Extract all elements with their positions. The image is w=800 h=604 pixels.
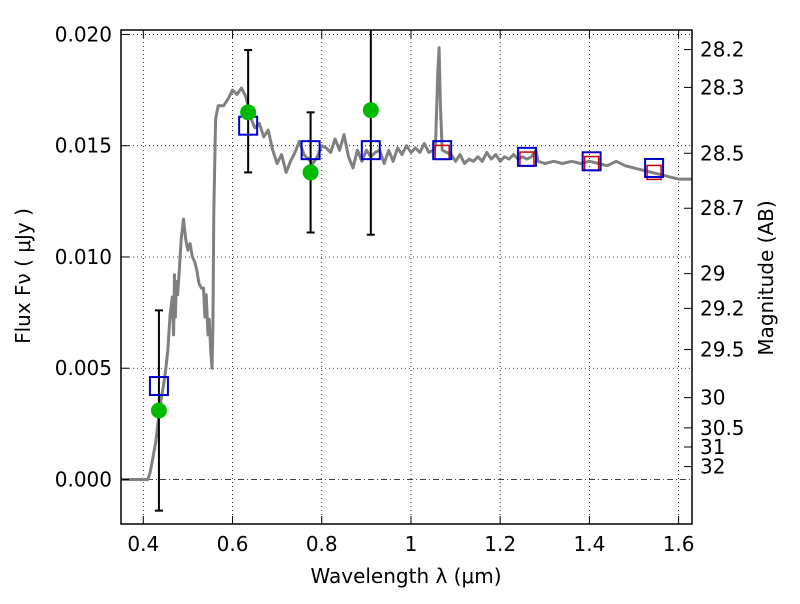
right-tick-label: 30.5 bbox=[700, 416, 745, 440]
right-axis-label: Magnitude (AB) bbox=[754, 200, 778, 355]
y-tick-label: 0.015 bbox=[55, 134, 112, 158]
right-tick-label: 28.5 bbox=[700, 141, 745, 165]
y-axis-label: Flux Fν ( μJy ) bbox=[11, 208, 35, 344]
y-tick-label: 0.020 bbox=[55, 22, 112, 46]
observed-point bbox=[362, 102, 379, 119]
right-tick-label: 29.5 bbox=[700, 338, 745, 362]
model-point-blue bbox=[644, 157, 665, 178]
grid bbox=[121, 30, 692, 524]
right-tick-label: 29 bbox=[700, 262, 725, 286]
right-tick-label: 28.7 bbox=[700, 196, 745, 220]
x-tick-label: 1.4 bbox=[573, 532, 605, 556]
x-tick-label: 0.6 bbox=[217, 532, 249, 556]
model-point-blue bbox=[581, 151, 602, 172]
x-axis-label: Wavelength λ (μm) bbox=[310, 564, 501, 588]
right-tick-label: 30 bbox=[700, 386, 725, 410]
model-point-blue bbox=[360, 140, 381, 161]
spectrum-line bbox=[121, 46, 692, 481]
photometry-points bbox=[148, 30, 665, 512]
model-point-red bbox=[646, 164, 662, 181]
model-point-blue bbox=[148, 376, 169, 397]
right-tick-label: 29.2 bbox=[700, 296, 745, 320]
model-point-blue bbox=[516, 146, 537, 167]
right-tick-label: 28.2 bbox=[700, 38, 745, 62]
plot-frame bbox=[120, 29, 693, 525]
observed-point bbox=[240, 104, 257, 121]
y-tick-label: 0.010 bbox=[55, 245, 112, 269]
x-tick-label: 0.8 bbox=[306, 532, 338, 556]
model-point-blue bbox=[300, 140, 321, 161]
model-point-blue bbox=[432, 140, 453, 161]
observed-point bbox=[302, 164, 319, 181]
model-spectrum bbox=[121, 46, 692, 481]
x-tick-label: 1.2 bbox=[484, 532, 516, 556]
y-tick-label: 0.005 bbox=[55, 356, 112, 380]
observed-point bbox=[150, 402, 167, 419]
axes: 0.4 0.6 0.8 1 1.2 1.4 1.6 0.000 0.005 0.010 0.015 0… bbox=[55, 22, 745, 556]
x-tick-label: 0.4 bbox=[127, 532, 159, 556]
x-tick-label: 1 bbox=[405, 532, 418, 556]
x-tick-label: 1.6 bbox=[663, 532, 695, 556]
right-tick-label: 32 bbox=[700, 455, 725, 479]
y-tick-label: 0.000 bbox=[55, 467, 112, 491]
right-tick-label: 28.3 bbox=[700, 75, 745, 99]
right-tick-label: 31 bbox=[700, 435, 725, 459]
